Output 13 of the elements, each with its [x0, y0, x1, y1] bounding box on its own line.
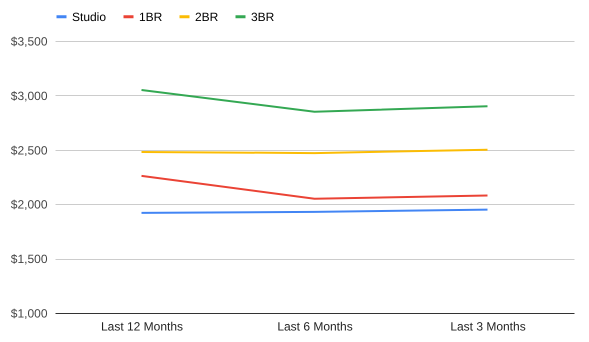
- legend-label: 1BR: [139, 10, 163, 24]
- y-tick-label: $3,500: [10, 34, 48, 48]
- y-tick-label: $1,500: [10, 252, 48, 266]
- legend-label: 2BR: [195, 10, 219, 24]
- x-tick-label: Last 3 Months: [450, 320, 526, 334]
- y-tick-label: $1,000: [10, 306, 48, 320]
- x-tick-label: Last 6 Months: [277, 320, 353, 334]
- x-tick-label: Last 12 Months: [100, 320, 184, 334]
- y-tick-label: $3,000: [10, 88, 48, 103]
- y-tick-label: $2,500: [10, 143, 48, 158]
- legend-label: Studio: [72, 10, 106, 24]
- y-tick-label: $2,000: [10, 198, 48, 212]
- legend-label: 3BR: [251, 10, 275, 24]
